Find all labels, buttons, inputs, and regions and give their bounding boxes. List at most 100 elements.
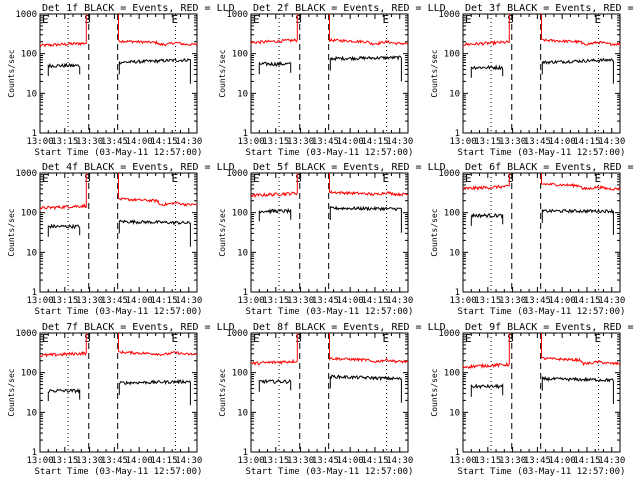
x-tick-label: 13:45 xyxy=(524,137,551,147)
y-tick-label: 10 xyxy=(237,248,248,258)
x-tick-label: 14:30 xyxy=(386,456,413,466)
x-tick-label: 13:15 xyxy=(51,296,78,306)
x-tick-label: 14:15 xyxy=(573,456,600,466)
y-tick-label: 100 xyxy=(21,50,37,60)
x-axis-label: Start Time (03-May-11 12:57:00) xyxy=(458,148,626,158)
marker-s: S xyxy=(295,13,302,26)
y-tick-label: 1000 xyxy=(15,169,37,179)
x-axis-label: Start Time (03-May-11 12:57:00) xyxy=(246,467,414,477)
marker-e-left: E xyxy=(465,332,472,345)
x-tick-label: 13:15 xyxy=(262,456,289,466)
marker-s: S xyxy=(507,13,514,26)
x-tick-label: 13:45 xyxy=(524,456,551,466)
y-axis-label: Counts/sec xyxy=(7,208,16,256)
x-axis-label: Start Time (03-May-11 12:57:00) xyxy=(458,467,626,477)
plot-frame xyxy=(462,172,621,293)
x-tick-label: 13:15 xyxy=(474,137,501,147)
x-tick-label: 14:30 xyxy=(598,296,625,306)
series-lld-red xyxy=(462,173,621,191)
y-tick-label: 1 xyxy=(32,448,37,458)
x-tick-label: 13:00 xyxy=(449,296,476,306)
series-lld-red xyxy=(39,14,198,48)
panel-title: Det 4f BLACK = Events, RED = LLD xyxy=(42,162,235,173)
x-tick-label: 13:00 xyxy=(449,137,476,147)
series-lld-red xyxy=(250,173,408,198)
x-tick-label: 13:30 xyxy=(287,456,314,466)
panel-title: Det 2f BLACK = Events, RED = LLD xyxy=(253,3,446,14)
y-tick-label: 10 xyxy=(26,89,37,99)
marker-s: S xyxy=(84,13,91,26)
x-tick-label: 13:30 xyxy=(76,137,103,147)
x-tick-label: 14:15 xyxy=(361,137,388,147)
y-axis-label: Counts/sec xyxy=(430,208,439,256)
panel-det-9: Det 9f BLACK = Events, RED = LLD 1 10 100 10… xyxy=(430,322,640,477)
series-events-black xyxy=(47,57,191,84)
x-tick-label: 13:30 xyxy=(287,137,314,147)
x-tick-label: 13:00 xyxy=(26,456,53,466)
x-tick-label: 14:15 xyxy=(150,456,177,466)
marker-e-right: E xyxy=(172,332,179,345)
x-tick-label: 13:00 xyxy=(237,296,264,306)
marker-s: S xyxy=(507,172,514,185)
marker-e-right: E xyxy=(595,13,602,26)
y-tick-label: 1 xyxy=(32,129,37,139)
x-tick-label: 14:30 xyxy=(386,137,413,147)
x-tick-label: 14:30 xyxy=(175,137,202,147)
y-tick-label: 1 xyxy=(243,129,248,139)
y-tick-label: 1000 xyxy=(226,329,248,339)
x-tick-label: 13:45 xyxy=(312,456,339,466)
y-tick-label: 1 xyxy=(243,448,248,458)
x-tick-label: 13:45 xyxy=(524,296,551,306)
x-tick-label: 13:00 xyxy=(26,296,53,306)
x-tick-label: 14:00 xyxy=(337,456,364,466)
x-tick-label: 13:15 xyxy=(474,296,501,306)
y-axis-label: Counts/sec xyxy=(7,368,16,416)
series-lld-red xyxy=(39,173,198,211)
panel-title: Det 7f BLACK = Events, RED = LLD xyxy=(42,322,235,333)
marker-s: S xyxy=(295,172,302,185)
marker-s: S xyxy=(84,172,91,185)
series-events-black xyxy=(47,378,191,406)
marker-e-right: E xyxy=(172,13,179,26)
x-tick-label: 14:00 xyxy=(126,296,153,306)
x-tick-label: 14:30 xyxy=(175,296,202,306)
x-tick-label: 14:15 xyxy=(573,296,600,306)
marker-e-right: E xyxy=(383,13,390,26)
marker-e-left: E xyxy=(42,13,49,26)
series-lld-red xyxy=(462,333,621,370)
panel-det-1: Det 1f BLACK = Events, RED = LLD 1 10 100 10… xyxy=(7,3,235,158)
panel-title: Det 6f BLACK = Events, RED = LLD xyxy=(465,162,640,173)
y-tick-label: 100 xyxy=(232,50,248,60)
panel-det-5: Det 5f BLACK = Events, RED = LLD 1 10 100 10… xyxy=(218,162,446,317)
marker-e-left: E xyxy=(253,13,260,26)
series-lld-red xyxy=(40,333,198,358)
x-tick-label: 13:15 xyxy=(262,137,289,147)
x-tick-label: 13:00 xyxy=(449,456,476,466)
x-tick-label: 14:15 xyxy=(150,296,177,306)
series-events-black xyxy=(470,375,614,404)
marker-s: S xyxy=(295,332,302,345)
x-tick-label: 13:15 xyxy=(51,456,78,466)
x-tick-label: 14:00 xyxy=(549,137,576,147)
x-tick-label: 13:15 xyxy=(262,296,289,306)
y-axis-label: Counts/sec xyxy=(430,368,439,416)
y-tick-label: 1000 xyxy=(438,329,460,339)
x-tick-label: 14:30 xyxy=(598,456,625,466)
y-axis-label: Counts/sec xyxy=(7,49,16,97)
x-tick-label: 14:15 xyxy=(573,137,600,147)
y-tick-label: 1000 xyxy=(15,10,37,20)
y-tick-label: 10 xyxy=(26,248,37,258)
x-axis-label: Start Time (03-May-11 12:57:00) xyxy=(458,307,626,317)
y-tick-label: 1 xyxy=(455,288,460,298)
marker-e-left: E xyxy=(253,172,260,185)
x-tick-label: 13:00 xyxy=(26,137,53,147)
x-tick-label: 13:30 xyxy=(287,296,314,306)
y-axis-label: Counts/sec xyxy=(218,208,227,256)
y-axis-label: Counts/sec xyxy=(218,49,227,97)
x-tick-label: 13:45 xyxy=(312,296,339,306)
marker-e-left: E xyxy=(253,332,260,345)
x-axis-label: Start Time (03-May-11 12:57:00) xyxy=(35,307,203,317)
y-tick-label: 10 xyxy=(449,89,460,99)
x-tick-label: 14:00 xyxy=(126,456,153,466)
series-lld-red xyxy=(250,14,409,46)
